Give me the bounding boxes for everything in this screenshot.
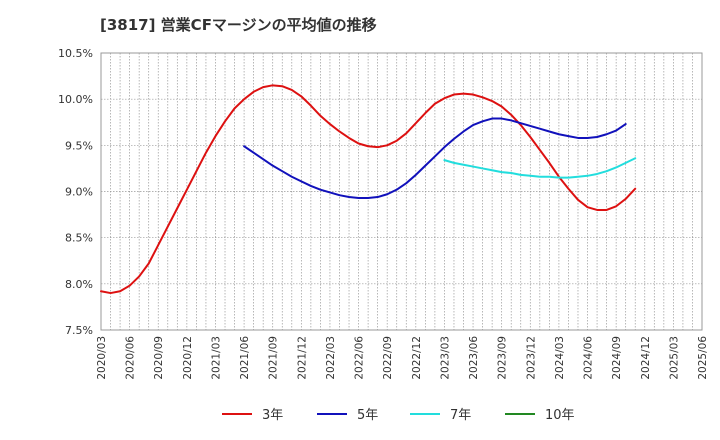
x-tick-label: 2025/03 xyxy=(668,336,680,380)
x-tick-label: 2021/03 xyxy=(210,336,222,380)
x-tick-label: 2022/09 xyxy=(382,336,394,380)
y-tick-label: 8.5% xyxy=(65,232,93,245)
series-line-5年 xyxy=(243,117,627,199)
legend-label: 7年 xyxy=(450,408,471,423)
x-tick-label: 2023/03 xyxy=(439,336,451,380)
chart-title: [3817] 営業CFマージンの平均値の推移 xyxy=(100,16,377,34)
x-tick-label: 2020/03 xyxy=(96,336,108,380)
legend-label: 10年 xyxy=(545,408,575,423)
y-tick-label: 9.5% xyxy=(65,139,93,152)
x-tick-label: 2024/12 xyxy=(640,336,652,380)
x-tick-label: 2022/12 xyxy=(411,336,423,380)
y-tick-label: 9.0% xyxy=(65,186,93,199)
y-tick-label: 8.0% xyxy=(65,278,93,291)
x-tick-label: 2020/06 xyxy=(125,336,137,380)
x-tick-label: 2020/09 xyxy=(153,336,165,380)
x-tick-label: 2025/06 xyxy=(697,336,709,380)
y-tick-label: 10.5% xyxy=(58,47,93,60)
series-layer xyxy=(100,84,637,295)
x-tick-label: 2023/09 xyxy=(497,336,509,380)
legend-label: 3年 xyxy=(262,408,283,423)
series-line-3年 xyxy=(100,84,637,295)
y-tick-label: 10.0% xyxy=(58,93,93,106)
x-tick-label: 2024/06 xyxy=(583,336,595,380)
x-tick-label: 2021/06 xyxy=(239,336,251,380)
x-tick-label: 2022/03 xyxy=(325,336,337,380)
x-tick-label: 2024/03 xyxy=(554,336,566,380)
axis-layer: 10.5% 10.0% 9.5% 9.0% 8.5% 8.0% 7.5%2020/03 202… xyxy=(58,47,709,380)
grid-layer xyxy=(100,52,703,331)
x-tick-label: 2020/12 xyxy=(182,336,194,380)
legend-label: 5年 xyxy=(357,408,378,423)
series-line-7年 xyxy=(443,157,637,179)
x-tick-label: 2023/12 xyxy=(525,336,537,380)
legend: 3年 5年 7年 10年 xyxy=(222,408,575,423)
y-tick-label: 7.5% xyxy=(65,324,93,337)
x-tick-label: 2022/06 xyxy=(354,336,366,380)
x-tick-label: 2021/09 xyxy=(268,336,280,380)
x-tick-label: 2021/12 xyxy=(296,336,308,380)
x-tick-label: 2023/06 xyxy=(468,336,480,380)
x-tick-label: 2024/09 xyxy=(611,336,623,380)
